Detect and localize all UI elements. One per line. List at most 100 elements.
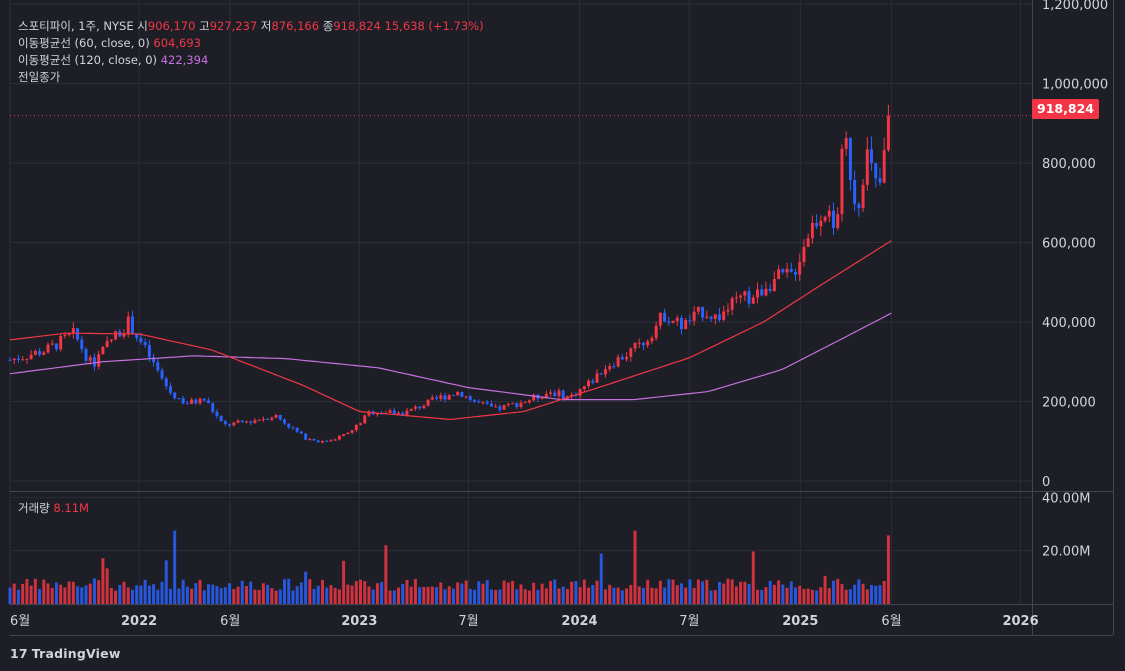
legend-low: 876,166 bbox=[271, 19, 320, 33]
volume-bar bbox=[620, 590, 624, 604]
volume-bar bbox=[283, 579, 286, 604]
candle-body bbox=[135, 334, 139, 338]
candle bbox=[485, 400, 489, 405]
volume-bar bbox=[743, 581, 747, 604]
candle-body bbox=[692, 311, 696, 321]
volume-bar bbox=[557, 588, 561, 604]
candle bbox=[511, 402, 515, 405]
candle-body bbox=[177, 397, 181, 399]
legend-ma60-row[interactable]: 이동평균선 (60, close, 0) 604,693 bbox=[18, 35, 484, 52]
candle-body bbox=[827, 210, 831, 217]
candle-body bbox=[527, 400, 531, 403]
candle bbox=[375, 413, 379, 417]
volume-legend[interactable]: 거래량 8.11M bbox=[18, 500, 89, 516]
volume-bar bbox=[401, 583, 405, 604]
candle-body bbox=[143, 342, 147, 346]
volume-bar bbox=[388, 590, 392, 604]
candle-body bbox=[646, 341, 650, 346]
candle bbox=[798, 253, 802, 281]
candle-body bbox=[836, 214, 840, 228]
volume-bars bbox=[8, 530, 890, 604]
tradingview-brand[interactable]: 17 TradingView bbox=[10, 646, 121, 661]
volume-bar bbox=[367, 586, 371, 604]
volume-bar bbox=[477, 581, 481, 604]
volume-bar bbox=[768, 581, 772, 604]
volume-bar bbox=[160, 581, 164, 604]
volume-bar bbox=[287, 578, 291, 604]
candle bbox=[667, 316, 671, 326]
candle bbox=[392, 407, 396, 415]
volume-bar bbox=[836, 578, 840, 604]
volume-bar bbox=[240, 580, 244, 604]
candle-body bbox=[299, 431, 303, 434]
candle-body bbox=[198, 398, 202, 404]
volume-bar bbox=[346, 584, 350, 604]
candle-body bbox=[802, 246, 806, 262]
candle-body bbox=[430, 397, 434, 400]
candle-body bbox=[291, 427, 295, 429]
candle bbox=[130, 310, 134, 335]
volume-bar bbox=[886, 535, 890, 604]
volume-bar bbox=[646, 579, 650, 604]
legend-prev-close-row[interactable]: 전일종가 bbox=[18, 69, 484, 86]
candle bbox=[603, 364, 607, 378]
last-price-tag: 918,824 bbox=[1032, 99, 1099, 119]
volume-bar bbox=[853, 584, 857, 604]
candle-body bbox=[223, 421, 227, 424]
volume-bar bbox=[12, 583, 16, 604]
volume-bar bbox=[713, 590, 717, 604]
volume-bar bbox=[696, 579, 700, 604]
candle bbox=[553, 389, 557, 397]
volume-bar bbox=[633, 530, 637, 604]
candle-body bbox=[608, 366, 612, 370]
candle bbox=[287, 423, 291, 430]
candle bbox=[523, 401, 527, 404]
candle bbox=[696, 306, 700, 315]
volume-bar bbox=[333, 587, 337, 604]
candle bbox=[413, 404, 417, 412]
volume-bar bbox=[789, 581, 793, 604]
volume-bar bbox=[663, 587, 667, 604]
volume-bar bbox=[38, 588, 42, 604]
candle bbox=[599, 372, 603, 375]
volume-bar bbox=[701, 581, 705, 604]
volume-bar bbox=[88, 583, 92, 604]
candle-body bbox=[578, 389, 582, 396]
candle bbox=[692, 306, 696, 326]
candle-body bbox=[857, 203, 861, 209]
candle-body bbox=[633, 343, 637, 349]
volume-bar bbox=[502, 580, 506, 604]
volume-bar bbox=[152, 584, 156, 604]
candle bbox=[633, 342, 637, 353]
time-tick-label: 2022 bbox=[121, 614, 157, 629]
candle-body bbox=[435, 397, 439, 399]
candle-body bbox=[270, 417, 274, 420]
volume-bar bbox=[219, 588, 223, 604]
volume-bar bbox=[435, 587, 439, 604]
candle-body bbox=[325, 440, 329, 442]
candle-body bbox=[587, 380, 591, 387]
candle bbox=[304, 433, 308, 440]
candle-body bbox=[832, 210, 835, 228]
volume-bar bbox=[726, 578, 730, 604]
candle-body bbox=[760, 289, 764, 296]
candle bbox=[270, 416, 274, 422]
candle bbox=[591, 378, 595, 385]
candle bbox=[650, 335, 654, 345]
candle-body bbox=[641, 342, 645, 346]
candle-body bbox=[350, 430, 354, 433]
legend-ma120-row[interactable]: 이동평균선 (120, close, 0) 422,394 bbox=[18, 52, 484, 69]
candle bbox=[701, 306, 705, 322]
volume-bar bbox=[506, 582, 510, 604]
volume-bar bbox=[8, 587, 12, 604]
volume-bar bbox=[354, 581, 358, 604]
candle-body bbox=[886, 115, 890, 150]
candle-body bbox=[80, 339, 84, 350]
candle-body bbox=[67, 333, 71, 335]
candle bbox=[50, 339, 54, 346]
candle-body bbox=[460, 392, 464, 397]
legend-ma60-label: 이동평균선 (60, close, 0) bbox=[18, 36, 150, 50]
volume-bar bbox=[329, 585, 333, 604]
